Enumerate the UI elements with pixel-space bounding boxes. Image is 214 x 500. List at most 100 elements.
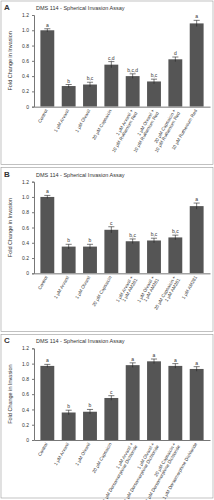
category-label: Control: [37, 108, 49, 123]
x-axis: Control1 μM Arvanil1 μM Olvanil20 μM Cap…: [35, 107, 211, 154]
category-label: 20 μM Capsaicin +1 μM Dorsomorphine Dich…: [140, 441, 181, 500]
error-cap: [172, 57, 178, 58]
error-line: [132, 239, 133, 244]
error-line: [132, 74, 133, 79]
error-bar: [87, 409, 93, 414]
tick-label: 0.8: [22, 209, 29, 215]
title: DMS 114 - Spherical Invasion Assay: [36, 5, 125, 11]
error-line: [111, 396, 112, 401]
bar: [83, 247, 97, 274]
tick-label: 1.0: [22, 27, 29, 33]
figure: ADMS 114 - Spherical Invasion Assay00.20…: [0, 0, 214, 500]
annotation: a: [195, 360, 198, 366]
title: DMS 114 - Spherical Invasion Assay: [36, 172, 125, 178]
x-axis: Control 1 μM Arvanil1 μM Olvanil20 μM Cap…: [35, 273, 211, 313]
plot: DMS 114 - Spherical Invasion Assay00.20.…: [7, 5, 211, 153]
bar: [62, 247, 76, 274]
bar: [104, 65, 118, 107]
tick-label: 1.2: [22, 12, 29, 18]
error-line: [90, 244, 91, 249]
category-label: 1 μM Olvanil: [74, 275, 91, 300]
bar: [126, 76, 140, 107]
tick: 10 μM Ruthenium Red: [171, 107, 199, 151]
tick: 1.2: [22, 345, 34, 351]
error-cap: [151, 79, 157, 80]
category-label: 1 μM Olvanil: [74, 442, 91, 467]
marks: [40, 359, 203, 440]
error-line: [154, 79, 155, 84]
error-bar: [66, 244, 72, 249]
tick-mark: [32, 46, 34, 47]
panel-frame: [1, 1, 213, 165]
bar: [168, 237, 182, 273]
tick-label: 0.6: [22, 225, 29, 231]
error-line: [175, 364, 176, 369]
tick: 0.8: [22, 209, 34, 215]
plot: DMS 114 - Spherical Invasion Assay00.20.…: [7, 338, 211, 500]
error-bar: [130, 363, 136, 368]
category-label: 20 μM Capsaicin: [91, 275, 113, 308]
error-line: [175, 57, 176, 62]
category-label: 10 μM Ruthenium Red: [171, 108, 199, 151]
tick-label: 1.2: [22, 345, 29, 351]
error-cap: [151, 238, 157, 239]
error-bar: [87, 244, 93, 249]
error-line: [196, 20, 197, 26]
error-cap: [194, 203, 200, 204]
tick: 1.0: [22, 361, 34, 367]
bar: [147, 81, 161, 106]
error-cap: [108, 395, 114, 396]
plot: DMS 114 - Spherical Invasion Assay00.20.…: [7, 172, 211, 314]
annotation: b,c: [172, 228, 179, 234]
error-line: [196, 203, 197, 209]
error-cap: [194, 20, 200, 21]
error-bar: [66, 85, 72, 88]
tick: Control: [37, 440, 49, 457]
tick: 0: [26, 437, 34, 443]
tick: 20 μM Capsaicin: [91, 273, 113, 307]
annotation: c: [110, 220, 113, 226]
panel-label: A: [4, 3, 10, 12]
bar: [62, 86, 76, 107]
chart-container: ADMS 114 - Spherical Invasion Assay00.20…: [0, 0, 214, 500]
tick: 20 μM Capsaicin: [91, 440, 113, 474]
bar: [126, 365, 140, 440]
tick: Control: [37, 273, 49, 290]
annotation: c: [110, 389, 113, 395]
tick-label: 0.6: [22, 58, 29, 64]
error-bar: [151, 79, 157, 84]
error-bar: [108, 62, 114, 68]
bar: [40, 30, 54, 106]
error-cap: [66, 84, 72, 85]
error-cap: [130, 73, 136, 74]
tick: 0.4: [22, 73, 34, 79]
bar: [168, 366, 182, 440]
y-axis: 00.20.40.60.81.01.2: [22, 345, 34, 443]
error-cap: [172, 363, 178, 364]
error-cap: [108, 226, 114, 227]
tick: 1 μM Olvanil: [74, 440, 91, 466]
tick-mark: [32, 409, 34, 410]
annotation: a: [46, 22, 49, 28]
error-bar: [87, 82, 93, 87]
tick-mark: [32, 394, 34, 395]
error-bar: [172, 57, 178, 62]
tick: 0.6: [22, 391, 34, 397]
axis-line: [32, 182, 35, 274]
tick: 1 μM Arvanil: [53, 107, 70, 133]
annotation: a: [195, 196, 198, 202]
tick-label: 0: [26, 104, 29, 110]
tick-mark: [32, 212, 34, 213]
tick-label: 0.8: [22, 376, 29, 382]
title: DMS 114 - Spherical Invasion Assay: [36, 338, 125, 344]
panel-frame: [1, 168, 213, 332]
category-label: 1 μM Arvanil: [53, 275, 70, 299]
error-cap: [66, 244, 72, 245]
annotation: a: [195, 13, 198, 19]
tick-mark: [32, 273, 34, 274]
annotation: a: [46, 188, 49, 194]
tick-mark: [32, 348, 34, 349]
axis-line: [35, 440, 211, 441]
error-line: [47, 195, 48, 198]
panel-label: C: [4, 336, 10, 345]
